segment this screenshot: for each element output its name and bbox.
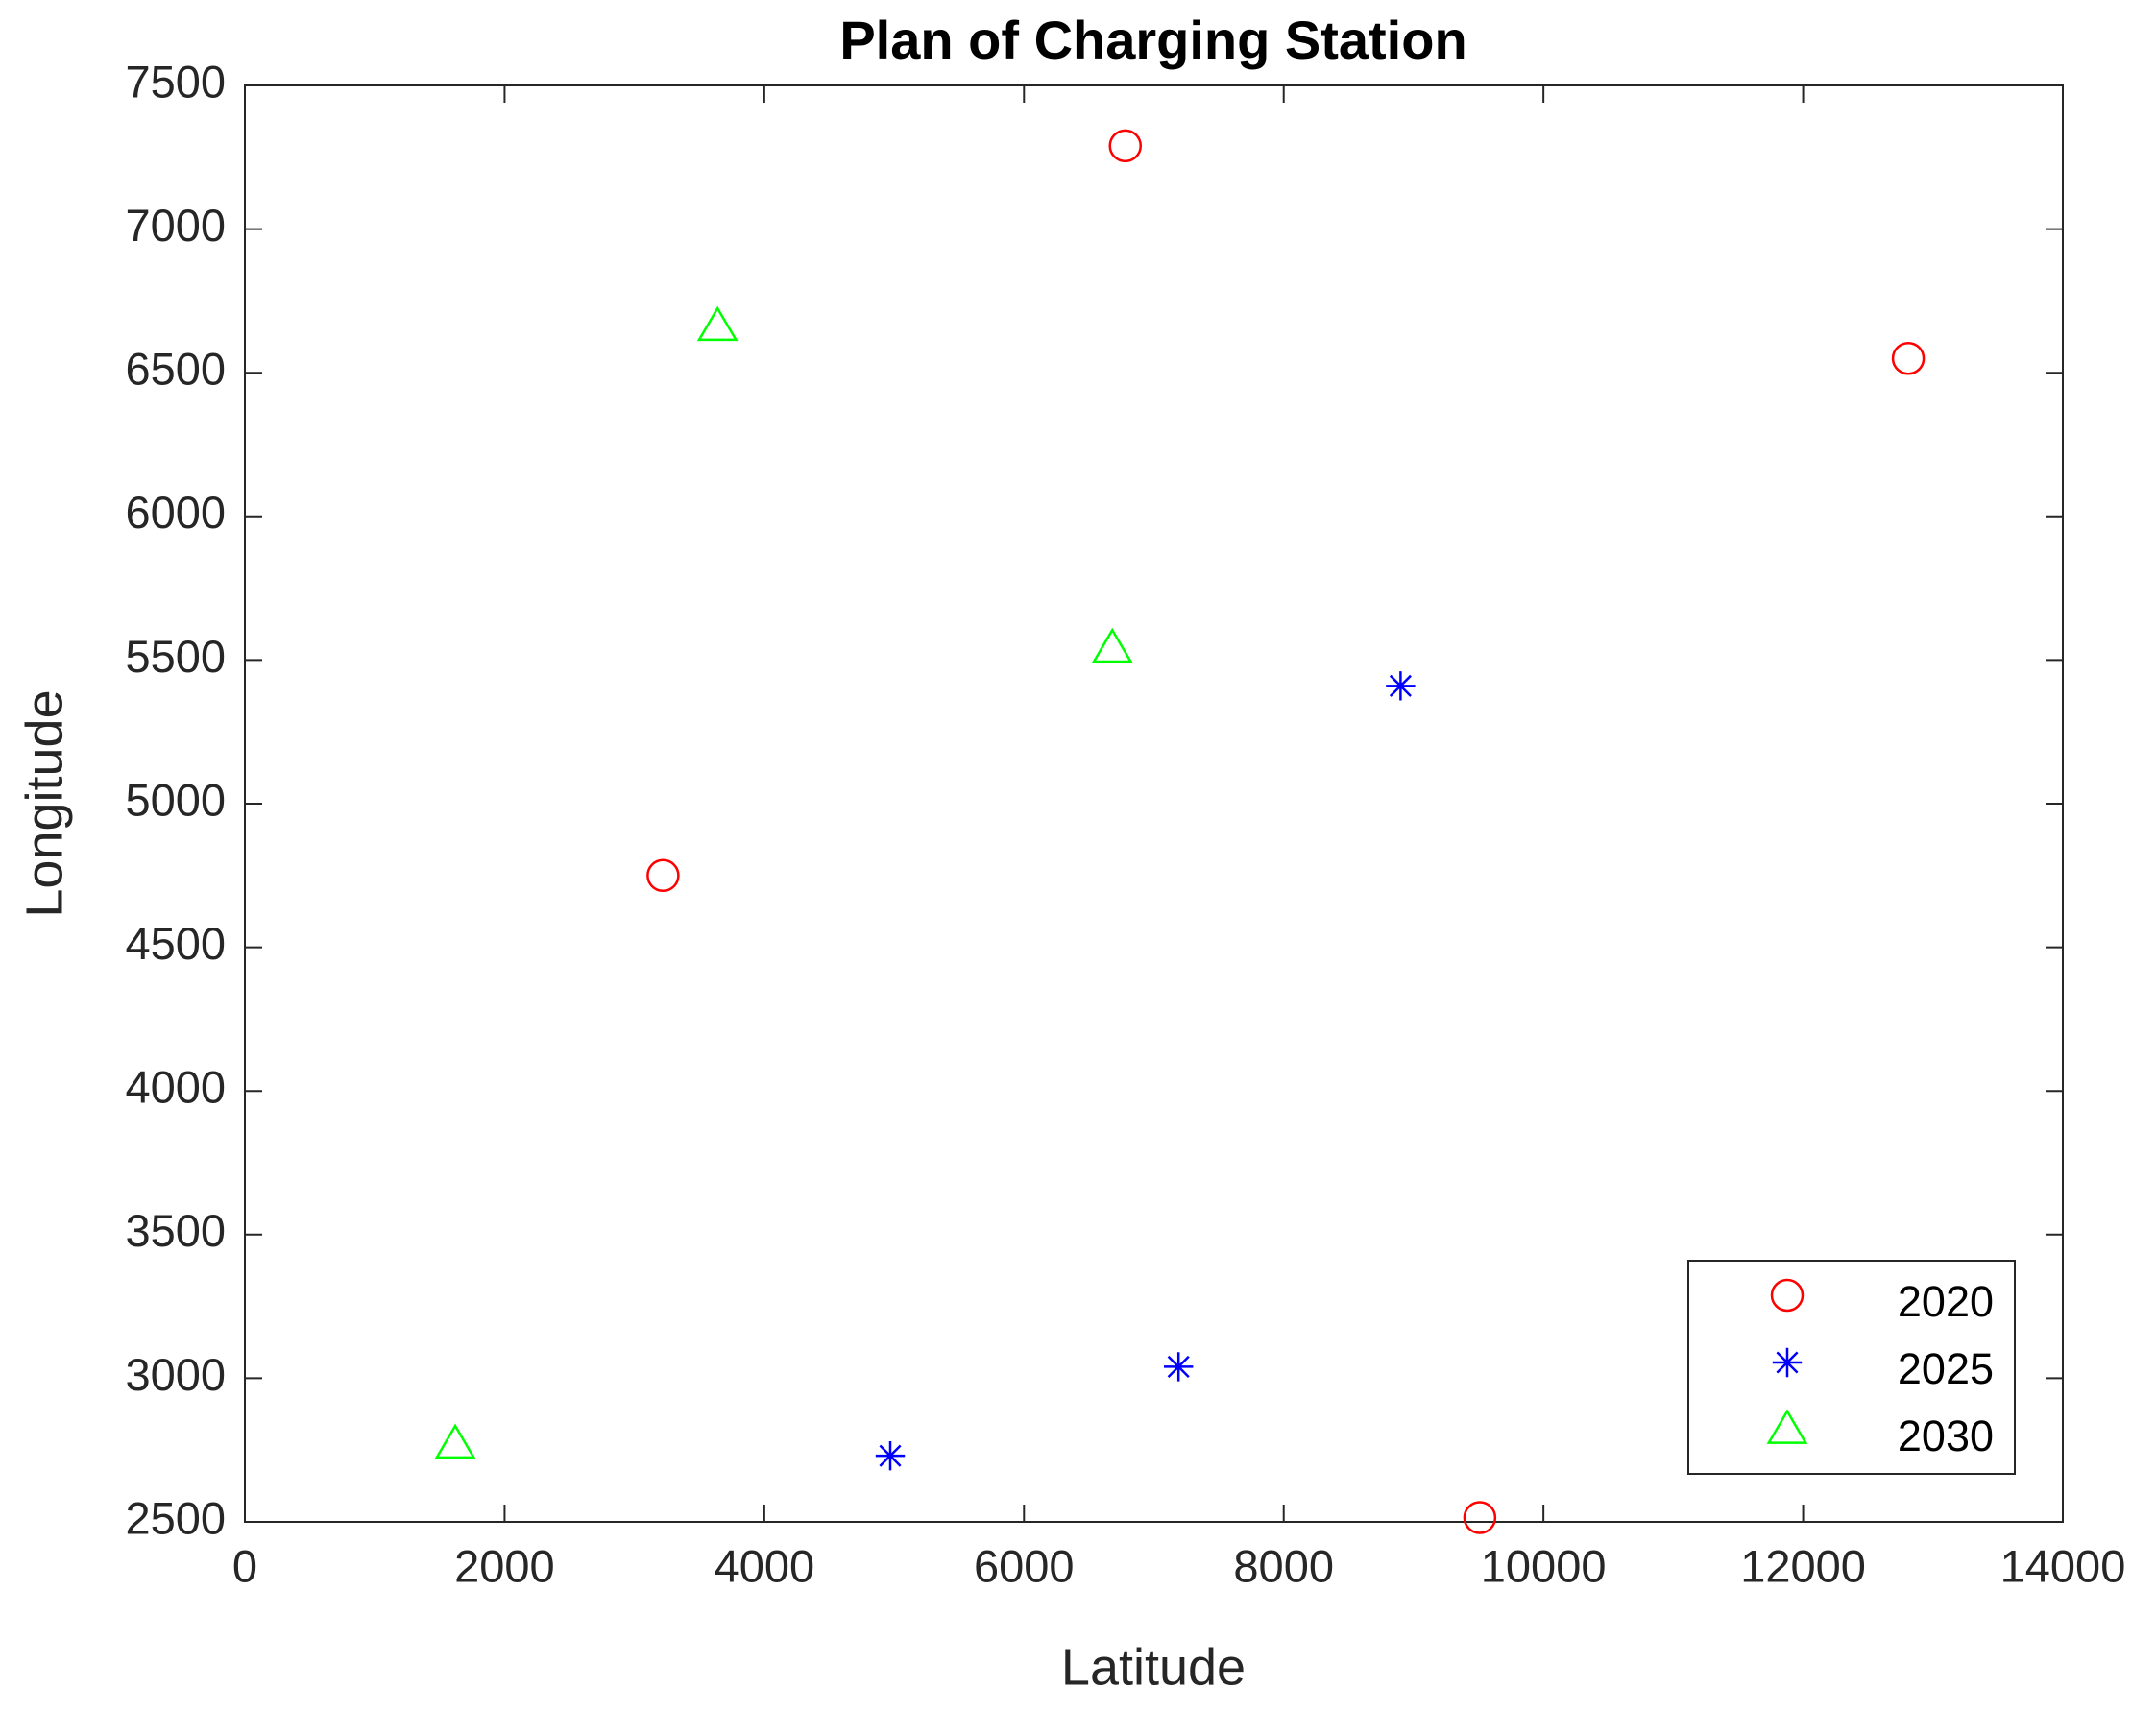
x-tick-label: 0	[232, 1540, 257, 1591]
x-axis-label: Latitude	[1061, 1638, 1246, 1696]
y-tick-label: 3000	[125, 1349, 226, 1400]
y-tick-label: 6500	[125, 344, 226, 395]
legend-marker	[1766, 1409, 1808, 1444]
x-tick-label: 2000	[454, 1540, 555, 1591]
x-tick-label: 14000	[2000, 1540, 2126, 1591]
legend-label: 2025	[1898, 1344, 1994, 1393]
legend-label: 2020	[1898, 1277, 1994, 1326]
y-tick-label: 5000	[125, 774, 226, 825]
point	[1463, 1501, 1497, 1534]
x-tick-label: 8000	[1233, 1540, 1334, 1591]
y-tick-label: 6000	[125, 487, 226, 538]
point	[1108, 129, 1143, 163]
legend-label: 2030	[1898, 1411, 1994, 1460]
legend-box	[1687, 1260, 2016, 1475]
x-tick-label: 10000	[1481, 1540, 1607, 1591]
point	[434, 1423, 476, 1459]
x-tick-label: 4000	[715, 1540, 815, 1591]
point	[875, 1440, 906, 1471]
legend-marker	[1772, 1347, 1803, 1378]
point	[1163, 1352, 1194, 1382]
point	[1386, 671, 1416, 701]
y-axis-label: Longitude	[15, 689, 73, 917]
y-tick-label: 7500	[125, 56, 226, 107]
legend-marker	[1770, 1278, 1805, 1313]
x-tick-label: 6000	[974, 1540, 1075, 1591]
point	[1891, 341, 1926, 375]
y-tick-label: 7000	[125, 200, 226, 251]
chart-title: Plan of Charging Station	[839, 10, 1466, 70]
y-tick-label: 5500	[125, 631, 226, 682]
point	[646, 858, 680, 893]
y-tick-label: 4500	[125, 918, 226, 969]
y-tick-label: 4000	[125, 1062, 226, 1113]
x-tick-label: 12000	[1740, 1540, 1866, 1591]
point	[696, 305, 739, 342]
y-tick-label: 2500	[125, 1492, 226, 1543]
point	[1091, 627, 1133, 663]
y-tick-label: 3500	[125, 1205, 226, 1256]
